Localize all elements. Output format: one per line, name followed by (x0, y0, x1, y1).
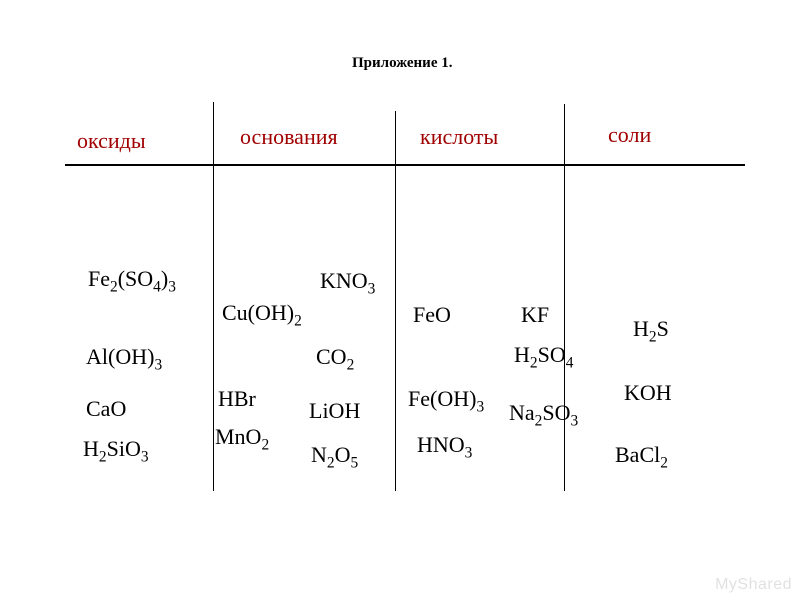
column-divider-2 (395, 111, 396, 491)
chemical-formula: LiOH (309, 398, 360, 424)
chemical-formula: H2SiO3 (83, 436, 149, 462)
chemical-formula: Al(OH)3 (86, 344, 162, 370)
chemical-formula: Fe(OH)3 (408, 386, 484, 412)
watermark: MyShared (715, 576, 792, 594)
chemical-formula: N2O5 (311, 442, 358, 468)
appendix-title: Приложение 1. (352, 55, 452, 72)
chemical-formula: BaCl2 (615, 442, 668, 468)
column-divider-3 (564, 104, 565, 491)
chemical-formula: HNO3 (417, 432, 472, 458)
column-header: кислоты (420, 124, 498, 150)
chemical-formula: Fe2(SO4)3 (88, 266, 176, 292)
chemical-formula: KNO3 (320, 268, 375, 294)
chemical-formula: KF (521, 302, 549, 328)
column-header: соли (608, 122, 651, 148)
chemical-formula: H2SO4 (514, 342, 573, 368)
chemical-formula: CaO (86, 396, 126, 422)
column-header: оксиды (77, 128, 146, 154)
chemical-formula: CO2 (316, 344, 354, 370)
chemical-formula: KOH (624, 380, 672, 406)
chemical-formula: Na2SO3 (509, 400, 578, 426)
chemical-formula: FeO (413, 302, 451, 328)
chemical-formula: MnO2 (215, 424, 269, 450)
chemical-formula: HBr (218, 386, 256, 412)
chemical-formula: Cu(OH)2 (222, 300, 302, 326)
column-header: основания (240, 124, 338, 150)
column-divider-1 (213, 102, 214, 491)
chemical-formula: H2S (633, 316, 669, 342)
header-underline (65, 164, 745, 166)
